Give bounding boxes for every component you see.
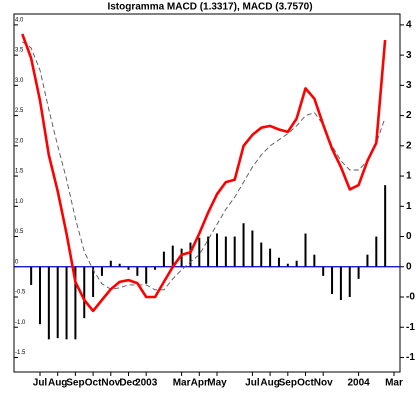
histogram-bar — [171, 245, 174, 267]
histogram-bar — [216, 233, 218, 267]
histogram-bar — [74, 266, 77, 340]
histogram-bar — [384, 185, 387, 267]
histogram-bar — [277, 257, 280, 267]
x-tick-label: Sep — [279, 378, 297, 389]
y-tick-label: -0 — [406, 292, 415, 303]
histogram-bar — [162, 251, 165, 267]
x-tick-label: May — [207, 378, 227, 389]
x-tick-label: Dec — [119, 378, 138, 389]
x-tick-label: Oct — [297, 378, 314, 389]
x-tick-label: Nov — [101, 378, 120, 389]
histogram-bar — [198, 237, 201, 267]
y-tick-label: 1 — [406, 201, 412, 212]
histogram-bar — [109, 260, 112, 267]
y-tick-label: 1.0 — [15, 199, 24, 205]
histogram-bar — [65, 266, 68, 340]
y-tick-label: 3 — [406, 50, 412, 61]
y-tick-label: 3.0 — [15, 78, 24, 84]
histogram-bar — [269, 248, 272, 267]
x-tick-label: 2003 — [135, 378, 158, 389]
histogram-bar — [145, 266, 148, 284]
histogram-bar — [348, 266, 351, 298]
histogram-bar — [357, 266, 360, 279]
histogram-bar — [375, 236, 378, 267]
y-tick-label: 2 — [406, 140, 412, 151]
y-tick-label: 4.0 — [15, 17, 24, 23]
y-tick-label: -0.5 — [15, 290, 26, 296]
y-tick-label: 2 — [406, 110, 412, 121]
y-tick-label: 1.5 — [15, 169, 24, 175]
histogram-bar — [83, 266, 86, 319]
y-tick-label: 0 — [406, 261, 412, 272]
y-tick-label: -1.5 — [15, 350, 26, 356]
histogram-bar — [189, 242, 192, 267]
histogram-bar — [207, 236, 210, 267]
histogram-bar — [224, 236, 227, 267]
histogram-bar — [339, 266, 342, 301]
y-tick-label: -1 — [406, 352, 415, 363]
histogram-bar — [295, 260, 298, 267]
x-tick-label: Apr — [191, 378, 208, 389]
plot-frame — [13, 13, 401, 373]
histogram-bar — [127, 266, 130, 270]
y-tick-label: 4 — [406, 20, 412, 31]
chart-title: Istogramma MACD (1.3317), MACD (3.7570) — [107, 2, 312, 13]
histogram-bar — [39, 266, 41, 325]
x-tick-label: Sep — [66, 378, 84, 389]
histogram-bar — [260, 242, 263, 267]
x-tick-label: Mar — [173, 378, 191, 389]
x-tick-label: Mar — [385, 378, 403, 389]
histogram-bar — [100, 266, 103, 276]
x-tick-label: Nov — [314, 378, 333, 389]
y-tick-label: 0 — [15, 259, 19, 265]
x-tick-label: 2004 — [347, 378, 370, 389]
y-tick-label: 0 — [406, 231, 412, 242]
macd-line — [21, 33, 387, 313]
histogram-bar — [322, 266, 325, 276]
histogram-bar — [180, 248, 183, 267]
x-tick-label: Aug — [260, 378, 279, 389]
histogram-bar — [118, 263, 121, 267]
histogram-bar — [92, 266, 95, 298]
x-tick-label: Aug — [48, 378, 67, 389]
histogram-bar — [313, 254, 316, 267]
histogram-bar — [154, 266, 157, 270]
histogram-bar — [331, 266, 334, 294]
y-tick-label: -1.0 — [15, 320, 26, 326]
histogram-bar — [251, 230, 254, 267]
y-tick-label: 1 — [406, 171, 412, 182]
histogram-bar — [242, 223, 245, 267]
histogram-bar — [30, 266, 33, 285]
y-tick-label: 0.5 — [15, 229, 24, 235]
histogram-bar — [136, 266, 139, 276]
histogram-bar — [286, 263, 289, 267]
x-tick-label: Oct — [85, 378, 102, 389]
y-tick-label: 3 — [406, 80, 412, 91]
x-tick-label: Jul — [33, 378, 48, 389]
histogram-bar — [366, 254, 369, 267]
histogram-bar — [47, 266, 50, 340]
histogram-bar — [233, 236, 236, 267]
y-tick-label: 2.5 — [15, 108, 24, 114]
histogram-bar — [304, 233, 307, 267]
y-tick-label: 2.0 — [15, 138, 24, 144]
x-tick-label: Jul — [245, 378, 260, 389]
histogram-bar — [56, 266, 59, 339]
y-tick-label: -1 — [406, 322, 415, 333]
y-tick-label: 3.5 — [15, 48, 24, 54]
